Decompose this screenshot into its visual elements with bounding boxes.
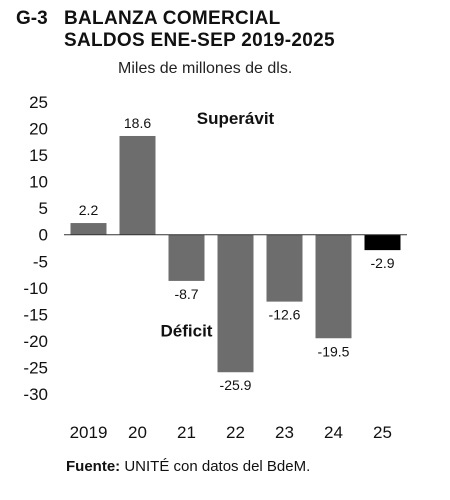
y-tick-label: 25 <box>29 93 48 112</box>
x-tick-label: 25 <box>373 423 392 442</box>
x-tick-label: 24 <box>324 423 343 442</box>
chart-title-line-1: BALANZA COMERCIAL <box>64 8 281 29</box>
chart-subtitle: Miles de millones de dls. <box>118 60 293 77</box>
y-tick-label: -10 <box>23 279 48 298</box>
bar <box>217 234 254 373</box>
source-note: Fuente: UNITÉ con datos del BdeM. <box>66 458 310 475</box>
y-tick-label: 15 <box>29 146 48 165</box>
chart-header: G-3 BALANZA COMERCIAL SALDOS ENE-SEP 201… <box>16 8 335 52</box>
y-tick-label: -20 <box>23 332 48 351</box>
bar <box>364 234 401 251</box>
bar <box>168 234 205 281</box>
data-label: 2.2 <box>79 202 99 218</box>
chart-code: G-3 <box>16 8 48 29</box>
y-tick-label: -15 <box>23 305 48 324</box>
bar <box>119 135 156 235</box>
x-tick-label: 22 <box>226 423 245 442</box>
y-tick-label: 20 <box>29 120 48 139</box>
bar <box>266 234 303 302</box>
x-tick-label: 2019 <box>70 423 108 442</box>
annotation-label: Superávit <box>197 109 275 128</box>
bar <box>70 223 107 235</box>
data-label: -2.9 <box>370 255 394 271</box>
source-text: UNITÉ con datos del BdeM. <box>124 458 311 475</box>
chart-title-line-2: SALDOS ENE-SEP 2019-2025 <box>64 30 335 51</box>
x-tick-label: 20 <box>128 423 147 442</box>
x-tick-label: 21 <box>177 423 196 442</box>
y-tick-label: 0 <box>39 226 48 245</box>
x-tick-label: 23 <box>275 423 294 442</box>
source-label: Fuente: <box>66 458 121 475</box>
data-label: -8.7 <box>174 286 198 302</box>
bar <box>315 234 352 339</box>
y-tick-label: -25 <box>23 358 48 377</box>
y-tick-label: -30 <box>23 385 48 404</box>
y-tick-label: 10 <box>29 173 48 192</box>
y-tick-label: -5 <box>33 252 48 271</box>
y-tick-label: 5 <box>39 199 48 218</box>
data-label: -19.5 <box>318 343 350 359</box>
annotation-label: Déficit <box>161 321 213 340</box>
data-label: 18.6 <box>124 115 151 131</box>
data-label: -25.9 <box>220 377 252 393</box>
data-label: -12.6 <box>269 307 301 323</box>
